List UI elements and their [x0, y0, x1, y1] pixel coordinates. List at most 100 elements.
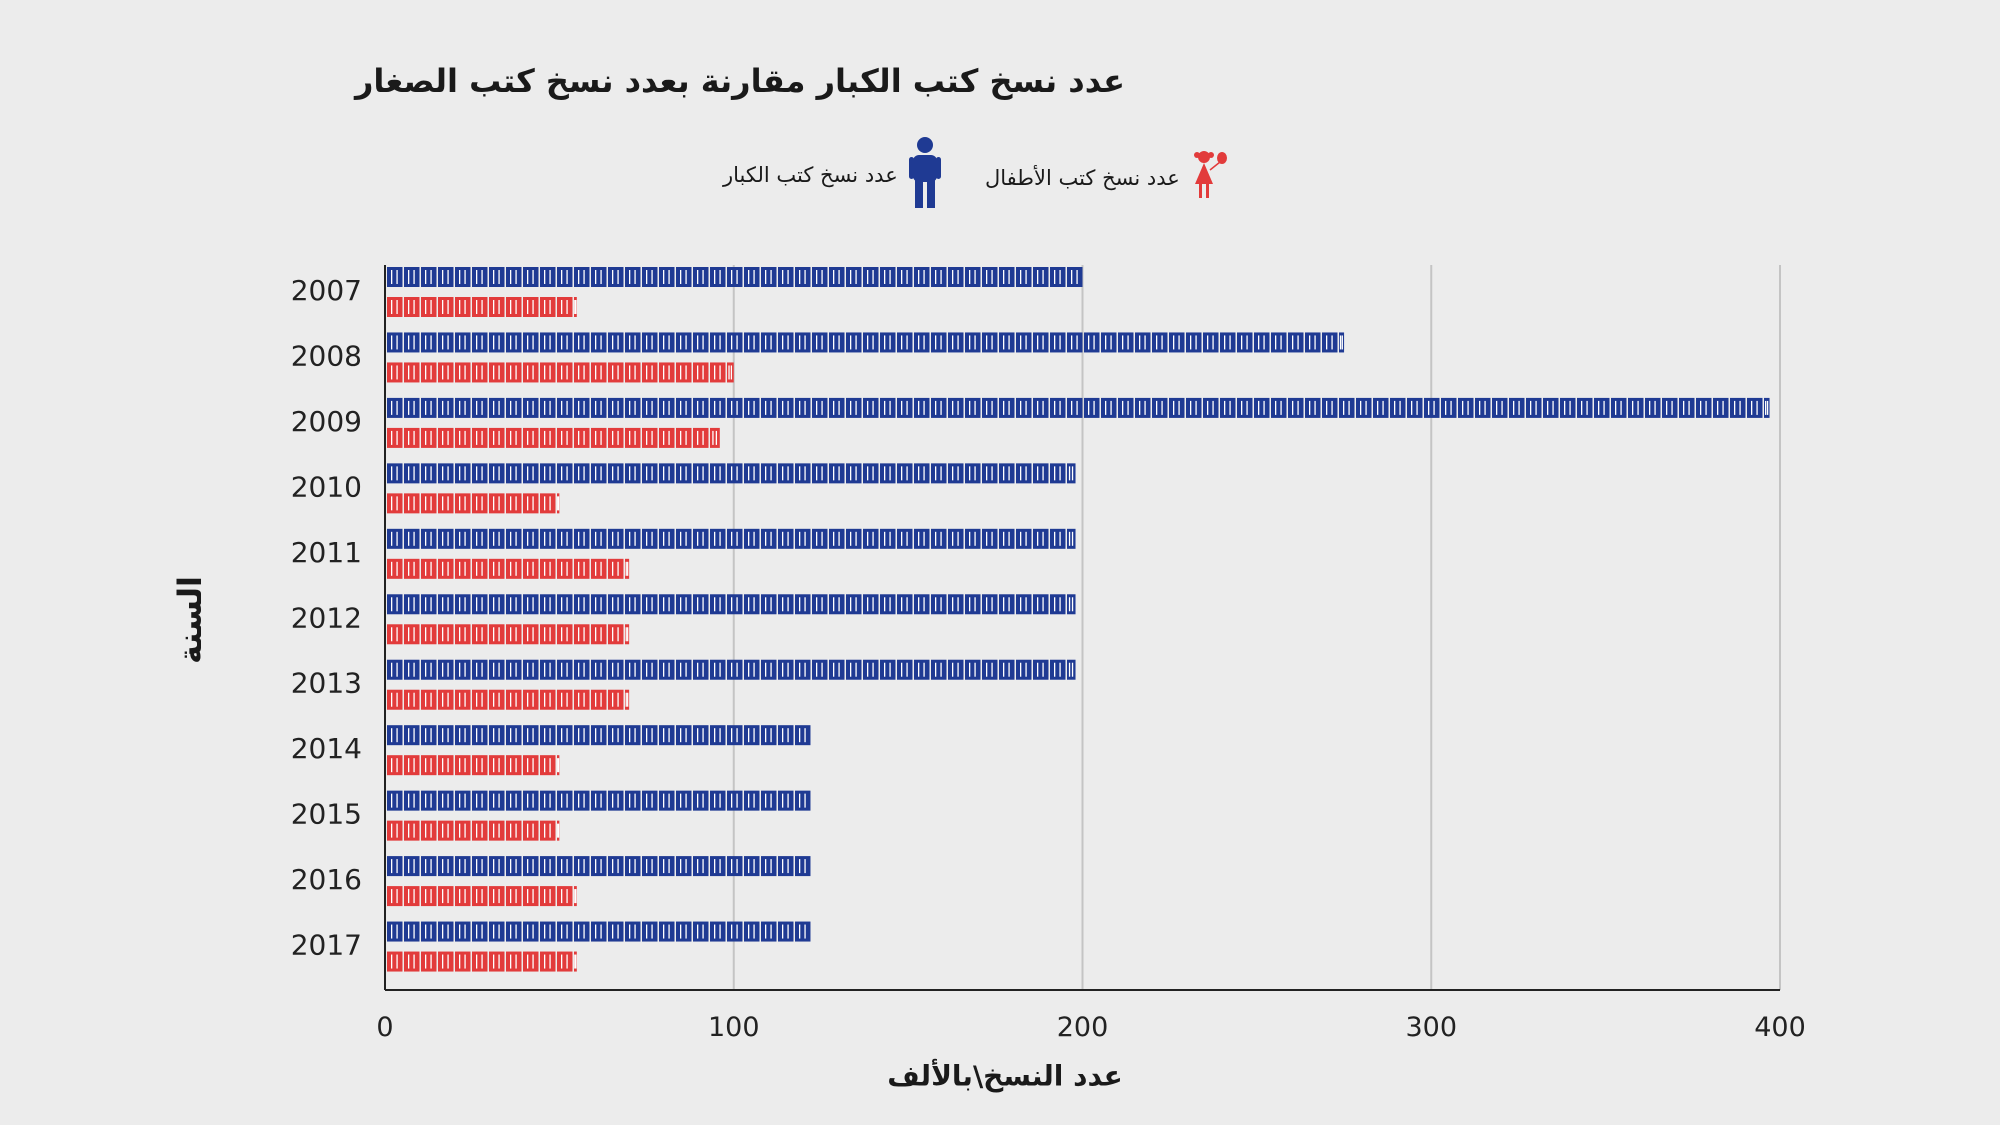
book-unit — [1033, 332, 1049, 353]
book-unit — [387, 624, 403, 645]
book-unit — [778, 332, 794, 353]
book-unit — [1220, 397, 1236, 418]
book-unit — [693, 267, 709, 287]
book-unit — [1033, 659, 1049, 680]
book-unit — [982, 528, 998, 549]
x-tick-label: 0 — [376, 1012, 393, 1043]
book-unit — [948, 659, 964, 680]
book-unit — [659, 427, 675, 448]
book-unit — [1135, 332, 1151, 353]
book-unit — [744, 659, 760, 680]
book-unit — [829, 332, 845, 353]
book-unit — [1067, 659, 1076, 680]
book-unit — [948, 463, 964, 484]
book-unit — [557, 362, 573, 383]
book-unit — [591, 528, 607, 549]
book-unit — [761, 659, 777, 680]
book-unit — [404, 493, 420, 514]
book-unit — [625, 362, 641, 383]
book-unit — [591, 362, 607, 383]
book-unit — [387, 856, 403, 877]
book-unit — [1084, 332, 1100, 353]
book-unit — [863, 267, 879, 287]
book-unit — [506, 558, 522, 579]
book-unit — [472, 689, 488, 710]
book-unit — [455, 362, 471, 383]
book-unit — [1220, 332, 1236, 353]
book-unit — [693, 528, 709, 549]
book-unit — [506, 820, 522, 841]
book-unit — [1305, 332, 1321, 353]
book-unit — [812, 594, 828, 615]
y-tick-label: 2012 — [291, 601, 362, 634]
book-unit — [438, 755, 454, 776]
book-unit — [659, 332, 675, 353]
book-unit — [659, 267, 675, 287]
x-tick-label: 200 — [1057, 1012, 1109, 1043]
book-unit — [489, 886, 505, 907]
book-unit — [489, 820, 505, 841]
book-unit — [489, 755, 505, 776]
book-unit — [404, 397, 420, 418]
book-unit — [404, 332, 420, 353]
book-unit — [472, 725, 488, 746]
legend-item-children: عدد نسخ كتب الأطفال — [985, 150, 1230, 206]
book-unit — [506, 427, 522, 448]
book-unit — [625, 725, 641, 746]
bar-children — [387, 427, 720, 448]
y-tick-label: 2008 — [291, 339, 362, 372]
book-unit — [540, 856, 556, 877]
book-unit — [506, 921, 522, 942]
book-unit — [523, 951, 539, 972]
book-unit — [1475, 397, 1491, 418]
book-unit — [863, 594, 879, 615]
book-unit — [438, 397, 454, 418]
book-unit — [982, 332, 998, 353]
book-unit — [710, 659, 726, 680]
book-unit — [693, 790, 709, 811]
book-unit — [421, 755, 437, 776]
book-unit — [438, 427, 454, 448]
book-unit — [625, 856, 641, 877]
book-unit — [846, 528, 862, 549]
book-unit — [1628, 397, 1644, 418]
book-unit — [829, 463, 845, 484]
book-unit — [455, 921, 471, 942]
book-unit — [625, 427, 641, 448]
book-unit — [455, 886, 471, 907]
book-unit — [625, 790, 641, 811]
book-unit — [506, 267, 522, 287]
book-unit — [659, 790, 675, 811]
book-unit — [438, 528, 454, 549]
book-unit — [455, 594, 471, 615]
book-unit — [1373, 397, 1389, 418]
book-unit — [540, 659, 556, 680]
bar-adults — [387, 528, 1076, 549]
book-unit — [523, 689, 539, 710]
book-unit — [897, 267, 913, 287]
book-unit — [404, 594, 420, 615]
book-unit — [642, 427, 658, 448]
book-unit — [1322, 397, 1338, 418]
book-unit — [778, 397, 794, 418]
book-unit — [540, 689, 556, 710]
book-unit — [965, 267, 981, 287]
book-unit — [387, 689, 403, 710]
book-unit — [795, 528, 811, 549]
y-tick-label: 2015 — [291, 798, 362, 831]
book-unit — [421, 493, 437, 514]
book-unit — [557, 594, 573, 615]
book-unit — [540, 790, 556, 811]
book-unit — [438, 297, 454, 317]
book-unit — [982, 594, 998, 615]
bar-children — [387, 493, 560, 514]
book-unit — [727, 267, 743, 287]
bar-children — [387, 624, 630, 645]
book-unit — [506, 528, 522, 549]
x-tick-label: 400 — [1754, 1012, 1806, 1043]
book-unit — [438, 267, 454, 287]
book-unit — [472, 886, 488, 907]
book-unit — [557, 558, 573, 579]
y-tick-label: 2013 — [291, 667, 362, 700]
